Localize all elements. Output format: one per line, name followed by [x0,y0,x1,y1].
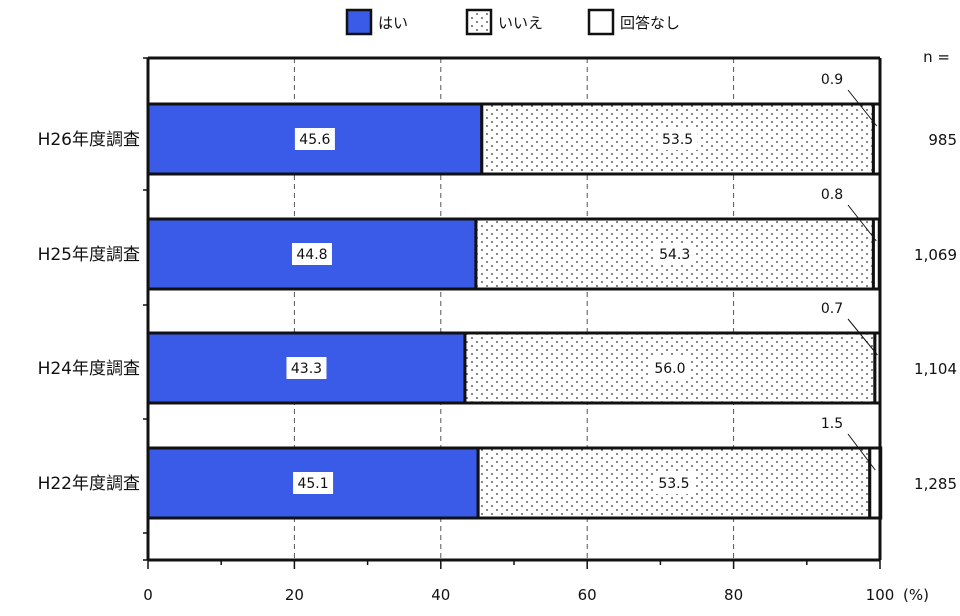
category-label: H25年度調査 [38,245,140,265]
n-value: 1,069 [914,246,957,264]
legend-key-kaitou-nashi [587,8,615,36]
data-label: 44.8 [296,247,327,263]
category-label: H22年度調査 [38,474,140,494]
data-label-bg [649,357,690,379]
leader-line [847,204,877,242]
data-label: 0.8 [821,187,843,203]
data-label: 45.6 [299,132,330,148]
data-label-bg [653,472,694,494]
data-label: 0.9 [821,72,843,88]
x-tick-label: 80 [724,586,743,604]
x-tick-label: 20 [285,586,304,604]
data-label-bg [294,128,335,150]
data-label: 1.5 [821,416,843,432]
legend-key-hai [345,8,373,36]
plot-area: 45.6 53.5 0.9 H26年度調査 985 44.8 54.3 0.8 H25年度調査 1… [38,48,957,604]
leader-line [847,433,876,471]
legend-label: いいえ [498,14,543,32]
category-label: H26年度調査 [38,130,140,150]
data-label-bg [657,128,698,150]
legend-label: 回答なし [620,14,680,32]
x-tick-label: 60 [578,586,597,604]
legend-label: はい [378,14,408,32]
data-label: 43.3 [291,361,322,377]
n-value: 985 [928,131,957,149]
n-header: n = [923,48,950,66]
data-label-bg [293,472,334,494]
x-tick-label: 0 [143,586,153,604]
data-label: 53.5 [662,132,693,148]
leader-line [847,89,878,127]
data-label-bg [654,243,695,265]
n-value: 1,285 [914,475,957,493]
data-label: 56.0 [654,361,685,377]
legend: はい いいえ 回答なし [345,8,680,36]
x-unit-label: (%) [903,586,929,604]
category-label: H24年度調査 [38,359,140,379]
data-label-bg [291,243,332,265]
x-tick-label: 40 [431,586,450,604]
leader-line [847,318,878,356]
data-label-bg [286,357,327,379]
data-label: 45.1 [297,476,328,492]
data-label: 54.3 [659,247,690,263]
legend-key-iie [465,8,493,36]
data-label: 0.7 [821,301,843,317]
data-label: 53.5 [658,476,689,492]
bar-segment [871,217,881,291]
x-tick-label: 100 [866,586,895,604]
n-value: 1,104 [914,360,957,378]
